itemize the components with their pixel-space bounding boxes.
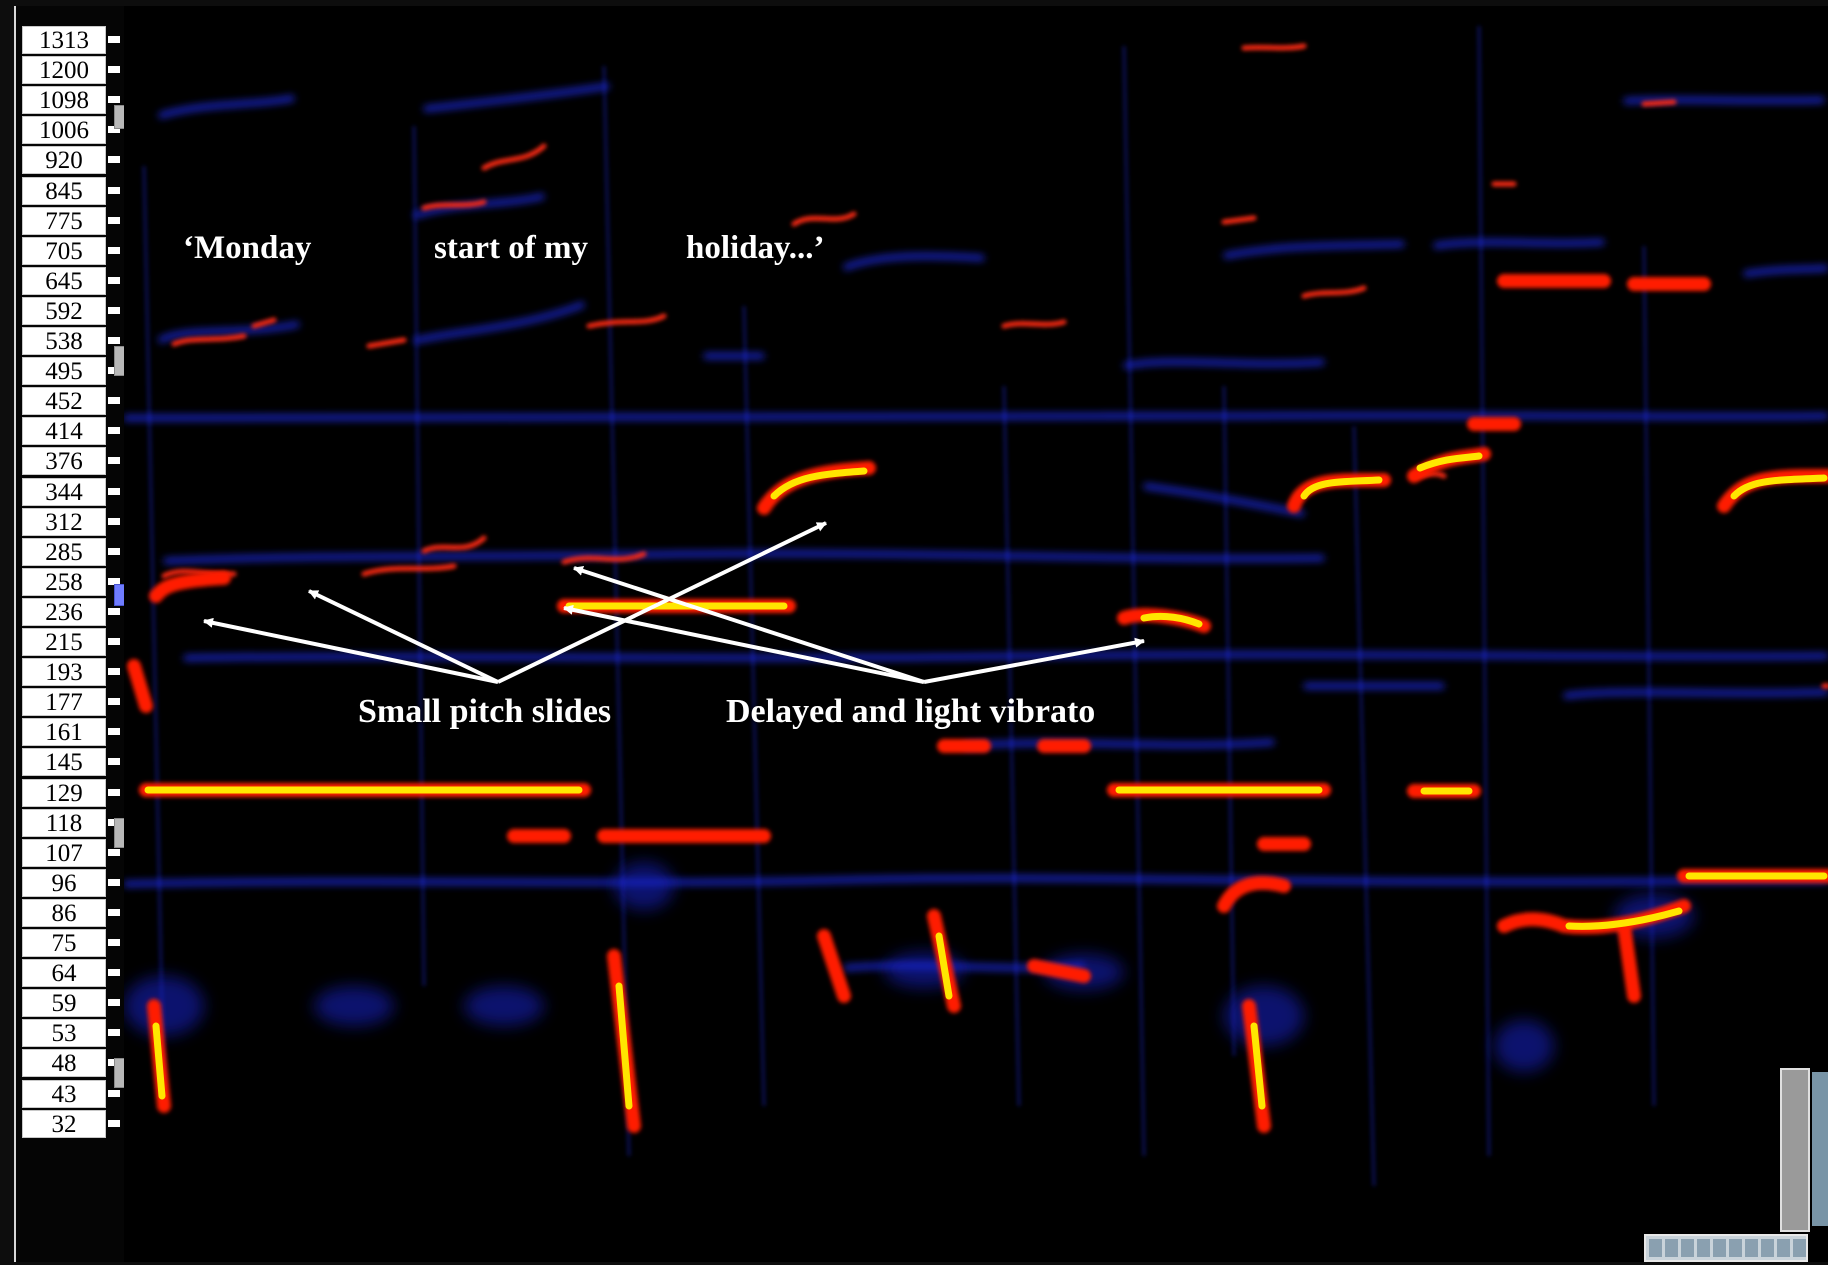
lyric-holiday: holiday...’ (686, 230, 825, 266)
frequency-tick-mark (108, 36, 120, 43)
scroll-segment (1697, 1239, 1710, 1257)
frequency-tick-label: 32 (22, 1109, 106, 1138)
side-panel-handle[interactable] (1812, 1072, 1828, 1226)
frequency-tick-mark (108, 216, 120, 224)
frequency-ruler[interactable]: 1313 1200 1098 1006 920 845 775 705 645 592 538 495… (14, 6, 134, 1262)
frequency-tick-label: 129 (22, 778, 106, 807)
frequency-tick-mark (108, 1119, 120, 1127)
frequency-tick-label: 376 (22, 447, 106, 476)
frequency-tick-label: 1313 (22, 26, 106, 54)
scroll-segment (1777, 1239, 1790, 1257)
frequency-tick-label: 53 (22, 1019, 106, 1048)
frequency-tick-label: 775 (22, 206, 106, 235)
fundamental-traces (127, 274, 1828, 1133)
spectrogram-canvas[interactable]: ‘Monday start of my holiday...’ Small pi… (124, 6, 1828, 1262)
frequency-tick-label: 118 (22, 808, 106, 837)
scroll-segment (1649, 1239, 1662, 1257)
frequency-tick-label: 495 (22, 357, 106, 386)
frequency-tick-mark (108, 939, 120, 946)
scroll-segment (1713, 1239, 1726, 1257)
frequency-tick-mark (108, 66, 120, 74)
frequency-tick-label: 86 (22, 898, 106, 927)
horizontal-scroll-control[interactable] (1644, 1234, 1808, 1262)
frequency-tick-mark (108, 337, 120, 344)
frequency-tick-mark (108, 427, 120, 435)
frequency-tick-label: 193 (22, 658, 106, 687)
frequency-tick-label: 59 (22, 989, 106, 1018)
frequency-tick-mark (108, 878, 120, 886)
frequency-tick-mark (108, 969, 120, 977)
frequency-tick-mark (108, 547, 120, 555)
energy-clouds (124, 862, 1694, 1072)
frequency-tick-mark (108, 156, 120, 164)
frequency-tick-label: 538 (22, 327, 106, 355)
lyric-monday: ‘Monday (183, 230, 312, 266)
frequency-tick-label: 258 (22, 567, 106, 596)
frequency-tick-label: 107 (22, 838, 106, 867)
spectrogram-svg (124, 25, 1828, 1187)
frequency-tick-mark (108, 848, 120, 856)
frequency-tick-label: 452 (22, 387, 106, 416)
frequency-tick-label: 96 (22, 868, 106, 897)
harmonic-traces-blue (124, 83, 1828, 971)
frequency-tick-mark (108, 698, 120, 706)
scroll-segment (1793, 1239, 1806, 1257)
frequency-tick-mark (108, 306, 120, 314)
zoom-slider[interactable] (1780, 1068, 1810, 1232)
frequency-tick-mark (108, 397, 120, 405)
frequency-tick-mark (108, 276, 120, 284)
frequency-tick-label: 48 (22, 1049, 106, 1078)
scroll-segment (1745, 1239, 1758, 1257)
scroll-segment (1761, 1239, 1774, 1257)
frequency-tick-label: 145 (22, 748, 106, 777)
frequency-tick-mark (108, 96, 120, 104)
frequency-tick-label: 920 (22, 146, 106, 175)
annotation-delayed-vibrato: Delayed and light vibrato (726, 693, 1096, 730)
scroll-segment (1665, 1239, 1678, 1257)
frequency-tick-mark (108, 517, 120, 525)
frequency-tick-label: 215 (22, 628, 106, 656)
frequency-tick-label: 414 (22, 417, 106, 446)
frequency-tick-label: 845 (22, 176, 106, 205)
frequency-tick-mark (108, 246, 120, 254)
frequency-tick-label: 1200 (22, 56, 106, 85)
scroll-segment (1681, 1239, 1694, 1257)
frequency-tick-mark (108, 668, 120, 676)
frequency-tick-label: 64 (22, 959, 106, 988)
frequency-tick-label: 75 (22, 929, 106, 957)
frequency-tick-mark (108, 126, 120, 134)
frequency-tick-mark (108, 728, 120, 736)
frequency-tick-mark (108, 1029, 120, 1037)
frequency-tick-label: 161 (22, 718, 106, 747)
frequency-tick-label: 1006 (22, 116, 106, 145)
frequency-tick-label: 177 (22, 688, 106, 717)
frequency-tick-mark (108, 999, 120, 1007)
frequency-tick-mark (108, 487, 120, 495)
frequency-tick-mark (108, 186, 120, 194)
frequency-tick-label: 43 (22, 1079, 106, 1108)
annotation-arrows (203, 521, 1145, 684)
frequency-tick-label: 645 (22, 266, 106, 295)
frequency-tick-mark (108, 457, 120, 465)
frequency-tick-mark (108, 788, 120, 796)
frequency-tick-label: 312 (22, 507, 106, 536)
harmonic-traces-red (161, 43, 1828, 689)
frequency-tick-mark (108, 758, 120, 766)
frequency-tick-label: 344 (22, 477, 106, 506)
scroll-segment (1729, 1239, 1742, 1257)
frequency-tick-label: 285 (22, 537, 106, 566)
frequency-tick-mark (108, 908, 120, 916)
frequency-tick-mark (108, 607, 120, 615)
frequency-tick-label: 1098 (22, 86, 106, 115)
frequency-tick-label: 592 (22, 296, 106, 325)
frequency-tick-mark (108, 638, 120, 645)
annotation-small-pitch-slides: Small pitch slides (358, 693, 612, 730)
lyric-start-of-my: start of my (434, 230, 588, 266)
frequency-tick-mark (108, 1089, 120, 1097)
frequency-tick-label: 236 (22, 597, 106, 626)
frequency-tick-label: 705 (22, 236, 106, 265)
frequency-tick-mark (108, 577, 120, 585)
